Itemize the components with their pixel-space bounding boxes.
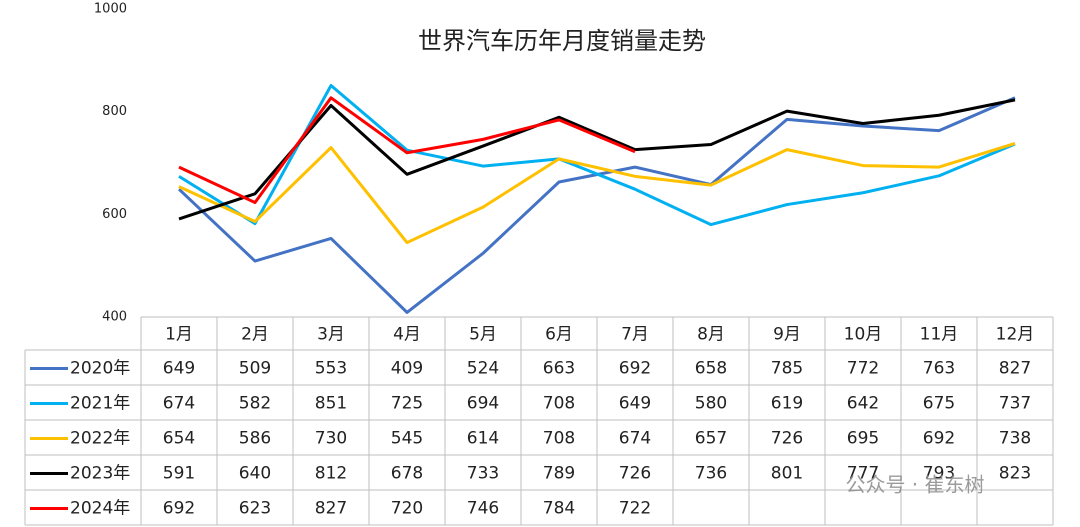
table-value: 812 [315,464,347,484]
x-tick-label: 2月 [241,325,269,345]
x-tick-label: 4月 [393,325,421,345]
table-value: 642 [847,394,879,414]
table-value: 801 [771,464,803,484]
legend-label: 2023年 [70,464,130,484]
table-value: 658 [695,359,727,379]
table-value: 678 [391,464,423,484]
table-value: 553 [315,359,347,379]
table-value: 692 [619,359,651,379]
table-value: 784 [543,499,575,519]
table-value: 580 [695,394,727,414]
table-value: 730 [315,429,347,449]
table-value: 725 [391,394,423,414]
legend-label: 2020年 [70,359,130,379]
legend-label: 2024年 [70,499,130,519]
table-value: 591 [163,464,195,484]
x-tick-label: 9月 [773,325,801,345]
table-value: 746 [467,499,499,519]
y-tick-label: 400 [102,310,127,325]
table-value: 619 [771,394,803,414]
table-value: 692 [163,499,195,519]
table-value: 777 [847,464,879,484]
table-value: 737 [999,394,1031,414]
table-value: 649 [619,394,651,414]
x-tick-label: 8月 [697,325,725,345]
table-value: 827 [315,499,347,519]
table-value: 785 [771,359,803,379]
x-tick-label: 6月 [545,325,573,345]
table-value: 726 [771,429,803,449]
x-tick-label: 10月 [844,325,883,345]
table-value: 695 [847,429,879,449]
table-value: 763 [923,359,955,379]
table-value: 640 [239,464,271,484]
watermark: 公众号 · 崔东树 [845,473,984,497]
table-value: 772 [847,359,879,379]
series-line [178,96,636,205]
table-value: 733 [467,464,499,484]
x-tick-label: 1月 [165,325,193,345]
table-value: 675 [923,394,955,414]
x-tick-label: 5月 [469,325,497,345]
table-value: 793 [923,464,955,484]
x-tick-label: 3月 [317,325,345,345]
table-value: 649 [163,359,195,379]
table-value: 524 [467,359,499,379]
series-line [178,83,1016,227]
legend-label: 2021年 [70,394,130,414]
table-value: 545 [391,429,423,449]
table-value: 823 [999,464,1031,484]
x-tick-label: 7月 [621,325,649,345]
y-tick-label: 1000 [94,2,127,17]
table-value: 789 [543,464,575,484]
chart-title: 世界汽车历年月度销量走势 [418,27,706,55]
table-value: 614 [467,429,499,449]
table-value: 720 [391,499,423,519]
table-value: 736 [695,464,727,484]
table-value: 582 [239,394,271,414]
table-value: 623 [239,499,271,519]
legend-label: 2022年 [70,429,130,449]
table-value: 722 [619,499,651,519]
table-value: 409 [391,359,423,379]
table-value: 663 [543,359,575,379]
y-tick-label: 800 [102,104,127,119]
table-value: 692 [923,429,955,449]
table-value: 674 [619,429,651,449]
x-tick-label: 12月 [996,325,1035,345]
table-value: 726 [619,464,651,484]
series-line [178,142,1016,245]
table-value: 694 [467,394,499,414]
table-value: 851 [315,394,347,414]
table-value: 657 [695,429,727,449]
table-value: 738 [999,429,1031,449]
table-value: 674 [163,394,195,414]
x-tick-label: 11月 [920,325,959,345]
series-line [178,98,1016,221]
table-value: 708 [543,429,575,449]
table-value: 827 [999,359,1031,379]
y-tick-label: 600 [102,207,127,222]
table-value: 509 [239,359,271,379]
table-value: 654 [163,429,195,449]
table-value: 586 [239,429,271,449]
table-value: 708 [543,394,575,414]
